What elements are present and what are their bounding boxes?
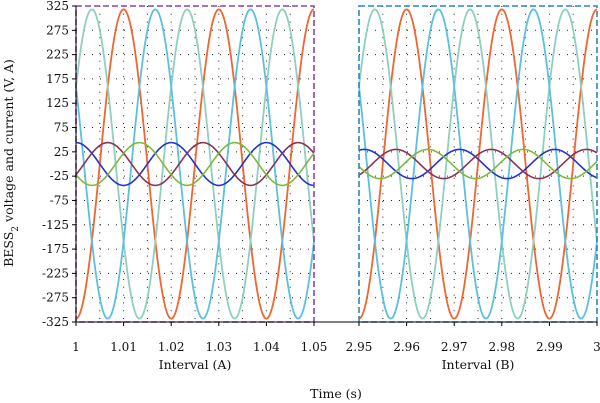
x-tick-label: 2.96 — [393, 340, 420, 354]
y-tick-label: 75 — [54, 121, 69, 135]
x-tick-label: 2.95 — [346, 340, 373, 354]
x-tick-label: 1.03 — [205, 340, 232, 354]
y-tick-label: -75 — [50, 193, 69, 207]
x-tick-label: 3 — [593, 340, 600, 354]
panel-b: 2.95 2.96 2.97 2.98 2.99 3 Interval (B) — [346, 5, 600, 372]
series-line-current-4 — [75, 141, 315, 187]
panel-a-label: Interval (A) — [159, 357, 232, 372]
y-tick-label: 125 — [46, 96, 69, 110]
x-tick-label: 1.01 — [110, 340, 137, 354]
y-tick-label: 225 — [46, 48, 69, 62]
series-line-current-4 — [358, 148, 598, 180]
x-tick-label: 2.98 — [488, 340, 515, 354]
y-axis-ticks: 325 275 225 175 125 75 25 -25 -75 -125 -175 -225 -27… — [42, 0, 76, 329]
y-tick-label: 25 — [54, 145, 69, 159]
y-tick-label: -25 — [50, 169, 69, 183]
panel-b-border — [358, 5, 598, 323]
panel-a-x-ticks: 1 1.01 1.02 1.03 1.04 1.05 — [72, 322, 327, 354]
y-axis-title: BESS2 voltage and current (V, A) — [1, 59, 21, 267]
series-line-current-5 — [358, 148, 598, 180]
y-tick-label: 275 — [46, 23, 69, 37]
x-tick-label: 1 — [72, 340, 80, 354]
y-tick-label: 325 — [46, 0, 69, 13]
panel-a-series — [75, 8, 315, 320]
x-tick-label: 2.99 — [536, 340, 563, 354]
y-tick-label: -325 — [42, 315, 69, 329]
x-tick-label: 1.05 — [301, 340, 328, 354]
panel-b-series — [358, 8, 598, 320]
series-line-current-3 — [75, 141, 315, 187]
y-tick-label: -225 — [42, 266, 69, 280]
x-tick-label: 2.97 — [441, 340, 468, 354]
x-tick-label: 1.02 — [158, 340, 185, 354]
series-line-voltage-1 — [358, 8, 598, 320]
y-tick-label: -275 — [42, 291, 69, 305]
panel-b-x-ticks: 2.95 2.96 2.97 2.98 2.99 3 — [346, 322, 600, 354]
y-tick-label: -175 — [42, 242, 69, 256]
series-line-voltage-2 — [358, 8, 598, 320]
series-line-current-3 — [358, 148, 598, 180]
series-line-voltage-0 — [358, 8, 598, 320]
x-axis-title: Time (s) — [310, 386, 362, 401]
panel-a: 1 1.01 1.02 1.03 1.04 1.05 Interval (A) — [72, 5, 327, 372]
x-tick-label: 1.04 — [253, 340, 280, 354]
panel-b-label: Interval (B) — [442, 357, 515, 372]
series-line-current-5 — [75, 141, 315, 187]
y-tick-label: 175 — [46, 72, 69, 86]
y-tick-label: -125 — [42, 218, 69, 232]
